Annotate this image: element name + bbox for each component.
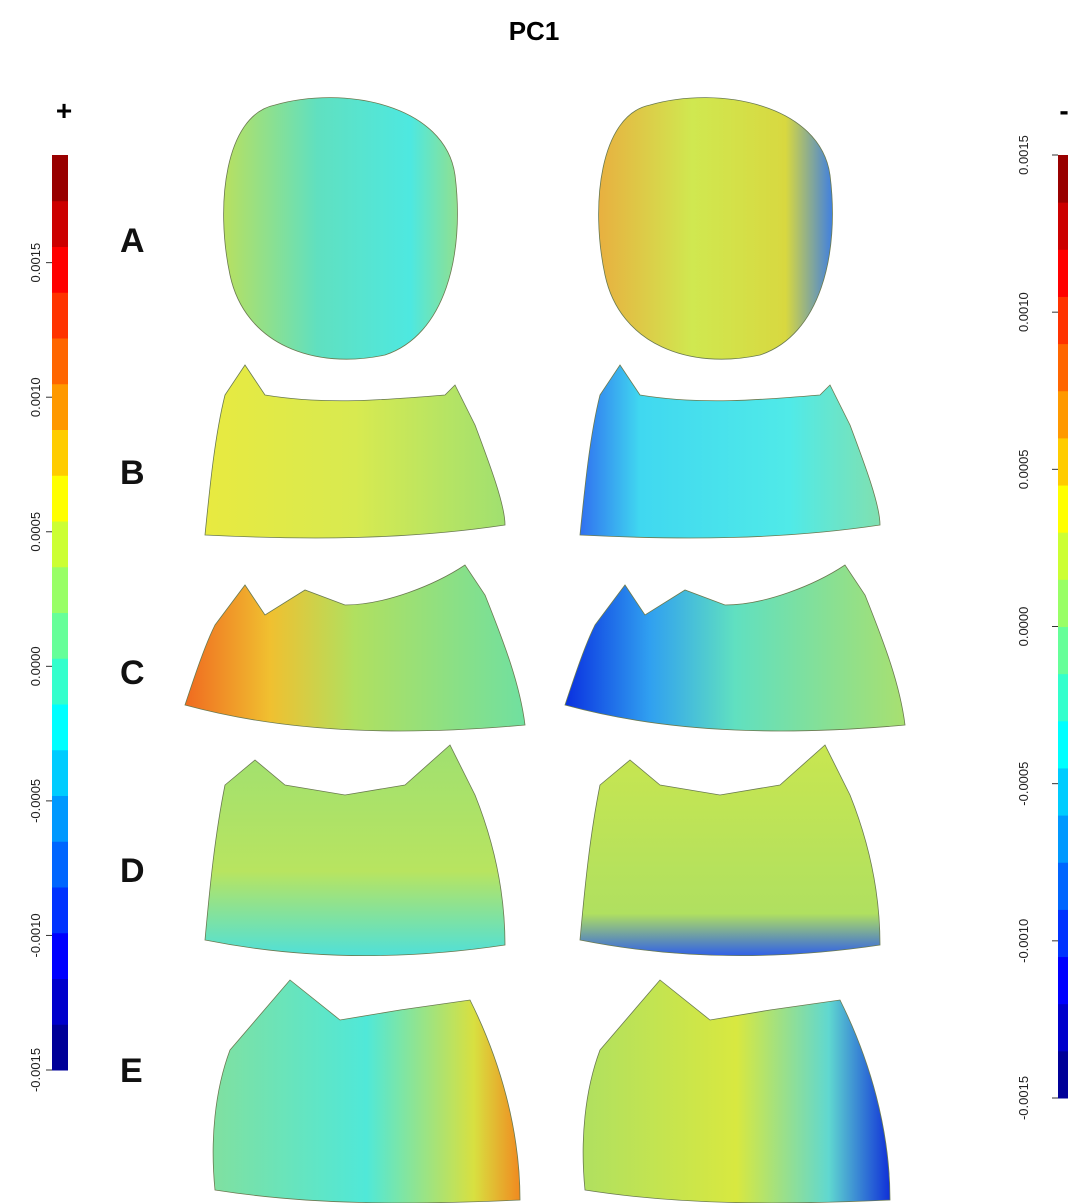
- tooth-renderings: [185, 98, 905, 1203]
- color-band: [1058, 674, 1068, 722]
- color-band: [1058, 627, 1068, 675]
- color-band: [1058, 155, 1068, 203]
- color-bar-sign: +: [56, 95, 72, 126]
- color-band: [52, 613, 68, 659]
- color-band: [52, 933, 68, 979]
- color-band: [52, 384, 68, 430]
- color-band: [52, 338, 68, 384]
- tick-label: 0.0015: [28, 243, 43, 283]
- color-band: [1058, 391, 1068, 439]
- tick-label: 0.0005: [1016, 449, 1031, 489]
- color-band: [52, 704, 68, 750]
- color-band: [52, 750, 68, 796]
- color-band: [1058, 721, 1068, 769]
- color-band: [52, 475, 68, 521]
- tick-label: 0.0000: [1016, 607, 1031, 647]
- color-band: [1058, 485, 1068, 533]
- color-band: [52, 841, 68, 887]
- tooth-view: [205, 365, 505, 538]
- tooth-view: [565, 565, 905, 731]
- color-band: [52, 430, 68, 476]
- color-band: [52, 796, 68, 842]
- color-band: [1058, 957, 1068, 1005]
- tick-label: -0.0010: [1016, 919, 1031, 963]
- tick-label: -0.0005: [1016, 762, 1031, 806]
- tick-label: -0.0015: [1016, 1076, 1031, 1120]
- tooth-view: [213, 980, 520, 1203]
- color-band: [1058, 909, 1068, 957]
- color-band: [1058, 579, 1068, 627]
- tick-label: 0.0005: [28, 512, 43, 552]
- tick-label: -0.0015: [28, 1048, 43, 1092]
- tick-label: -0.0005: [28, 779, 43, 823]
- color-band: [52, 521, 68, 567]
- tooth-view: [185, 565, 525, 731]
- color-band: [52, 979, 68, 1025]
- color-band: [52, 887, 68, 933]
- color-band: [52, 567, 68, 613]
- row-label: D: [120, 852, 145, 890]
- color-band: [52, 1024, 68, 1070]
- row-label: E: [120, 1052, 143, 1090]
- tooth-view: [205, 745, 505, 956]
- page: {"title": "PC1", "row_labels": ["A", "B"…: [0, 0, 1068, 1203]
- figure: PC1 ABCDE +0.00150.00100.00050.0000-0.00…: [0, 0, 1068, 1203]
- color-band: [52, 201, 68, 247]
- tooth-view: [599, 98, 833, 360]
- tick-label: 0.0010: [28, 377, 43, 417]
- color-band: [1058, 438, 1068, 486]
- color-band: [1058, 532, 1068, 580]
- color-band: [52, 247, 68, 293]
- row-labels: A B C D E: [120, 222, 145, 1090]
- color-band: [52, 658, 68, 704]
- color-band: [1058, 815, 1068, 863]
- tick-label: 0.0015: [1016, 135, 1031, 175]
- row-label: B: [120, 454, 145, 492]
- color-band: [1058, 202, 1068, 250]
- color-band: [52, 292, 68, 338]
- tick-label: 0.0000: [28, 646, 43, 686]
- color-bar-sign: -: [1059, 95, 1068, 126]
- color-band: [1058, 768, 1068, 816]
- color-bars: +0.00150.00100.00050.0000-0.0005-0.0010-…: [28, 95, 1068, 1120]
- tick-label: -0.0010: [28, 913, 43, 957]
- color-band: [1058, 249, 1068, 297]
- tick-label: 0.0010: [1016, 292, 1031, 332]
- tooth-view: [580, 745, 880, 956]
- color-band: [1058, 296, 1068, 344]
- color-band: [1058, 1004, 1068, 1052]
- tooth-view: [224, 98, 458, 360]
- color-band: [1058, 344, 1068, 392]
- row-label: A: [120, 222, 145, 260]
- figure-title: PC1: [509, 16, 560, 46]
- color-band: [1058, 1051, 1068, 1099]
- color-band: [52, 155, 68, 201]
- tooth-view: [583, 980, 890, 1203]
- row-label: C: [120, 654, 145, 692]
- color-band: [1058, 862, 1068, 910]
- tooth-view: [580, 365, 880, 538]
